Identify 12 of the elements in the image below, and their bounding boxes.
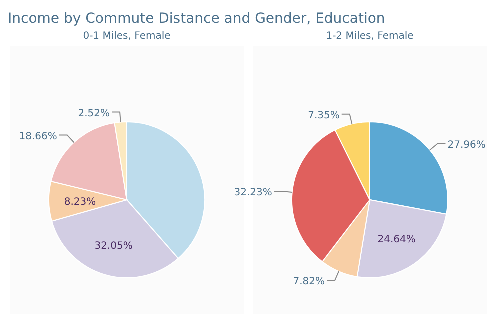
data-label: 27.96%	[448, 140, 486, 151]
data-label: 8.23%	[64, 196, 96, 208]
chart-subtitle: 0-1 Miles, Female	[83, 31, 171, 42]
data-label: 7.35%	[308, 110, 340, 122]
data-label: 32.23%	[234, 188, 272, 199]
chart-subtitle: 1-2 Miles, Female	[326, 31, 414, 42]
data-label: 7.82%	[293, 276, 325, 288]
data-label: 2.52%	[78, 108, 110, 120]
data-label: 18.66%	[19, 131, 58, 142]
data-label: 24.64%	[378, 234, 416, 246]
data-label: 32.05%	[94, 240, 133, 252]
chart-title: Income by Commute Distance and Gender, Education	[8, 11, 386, 27]
